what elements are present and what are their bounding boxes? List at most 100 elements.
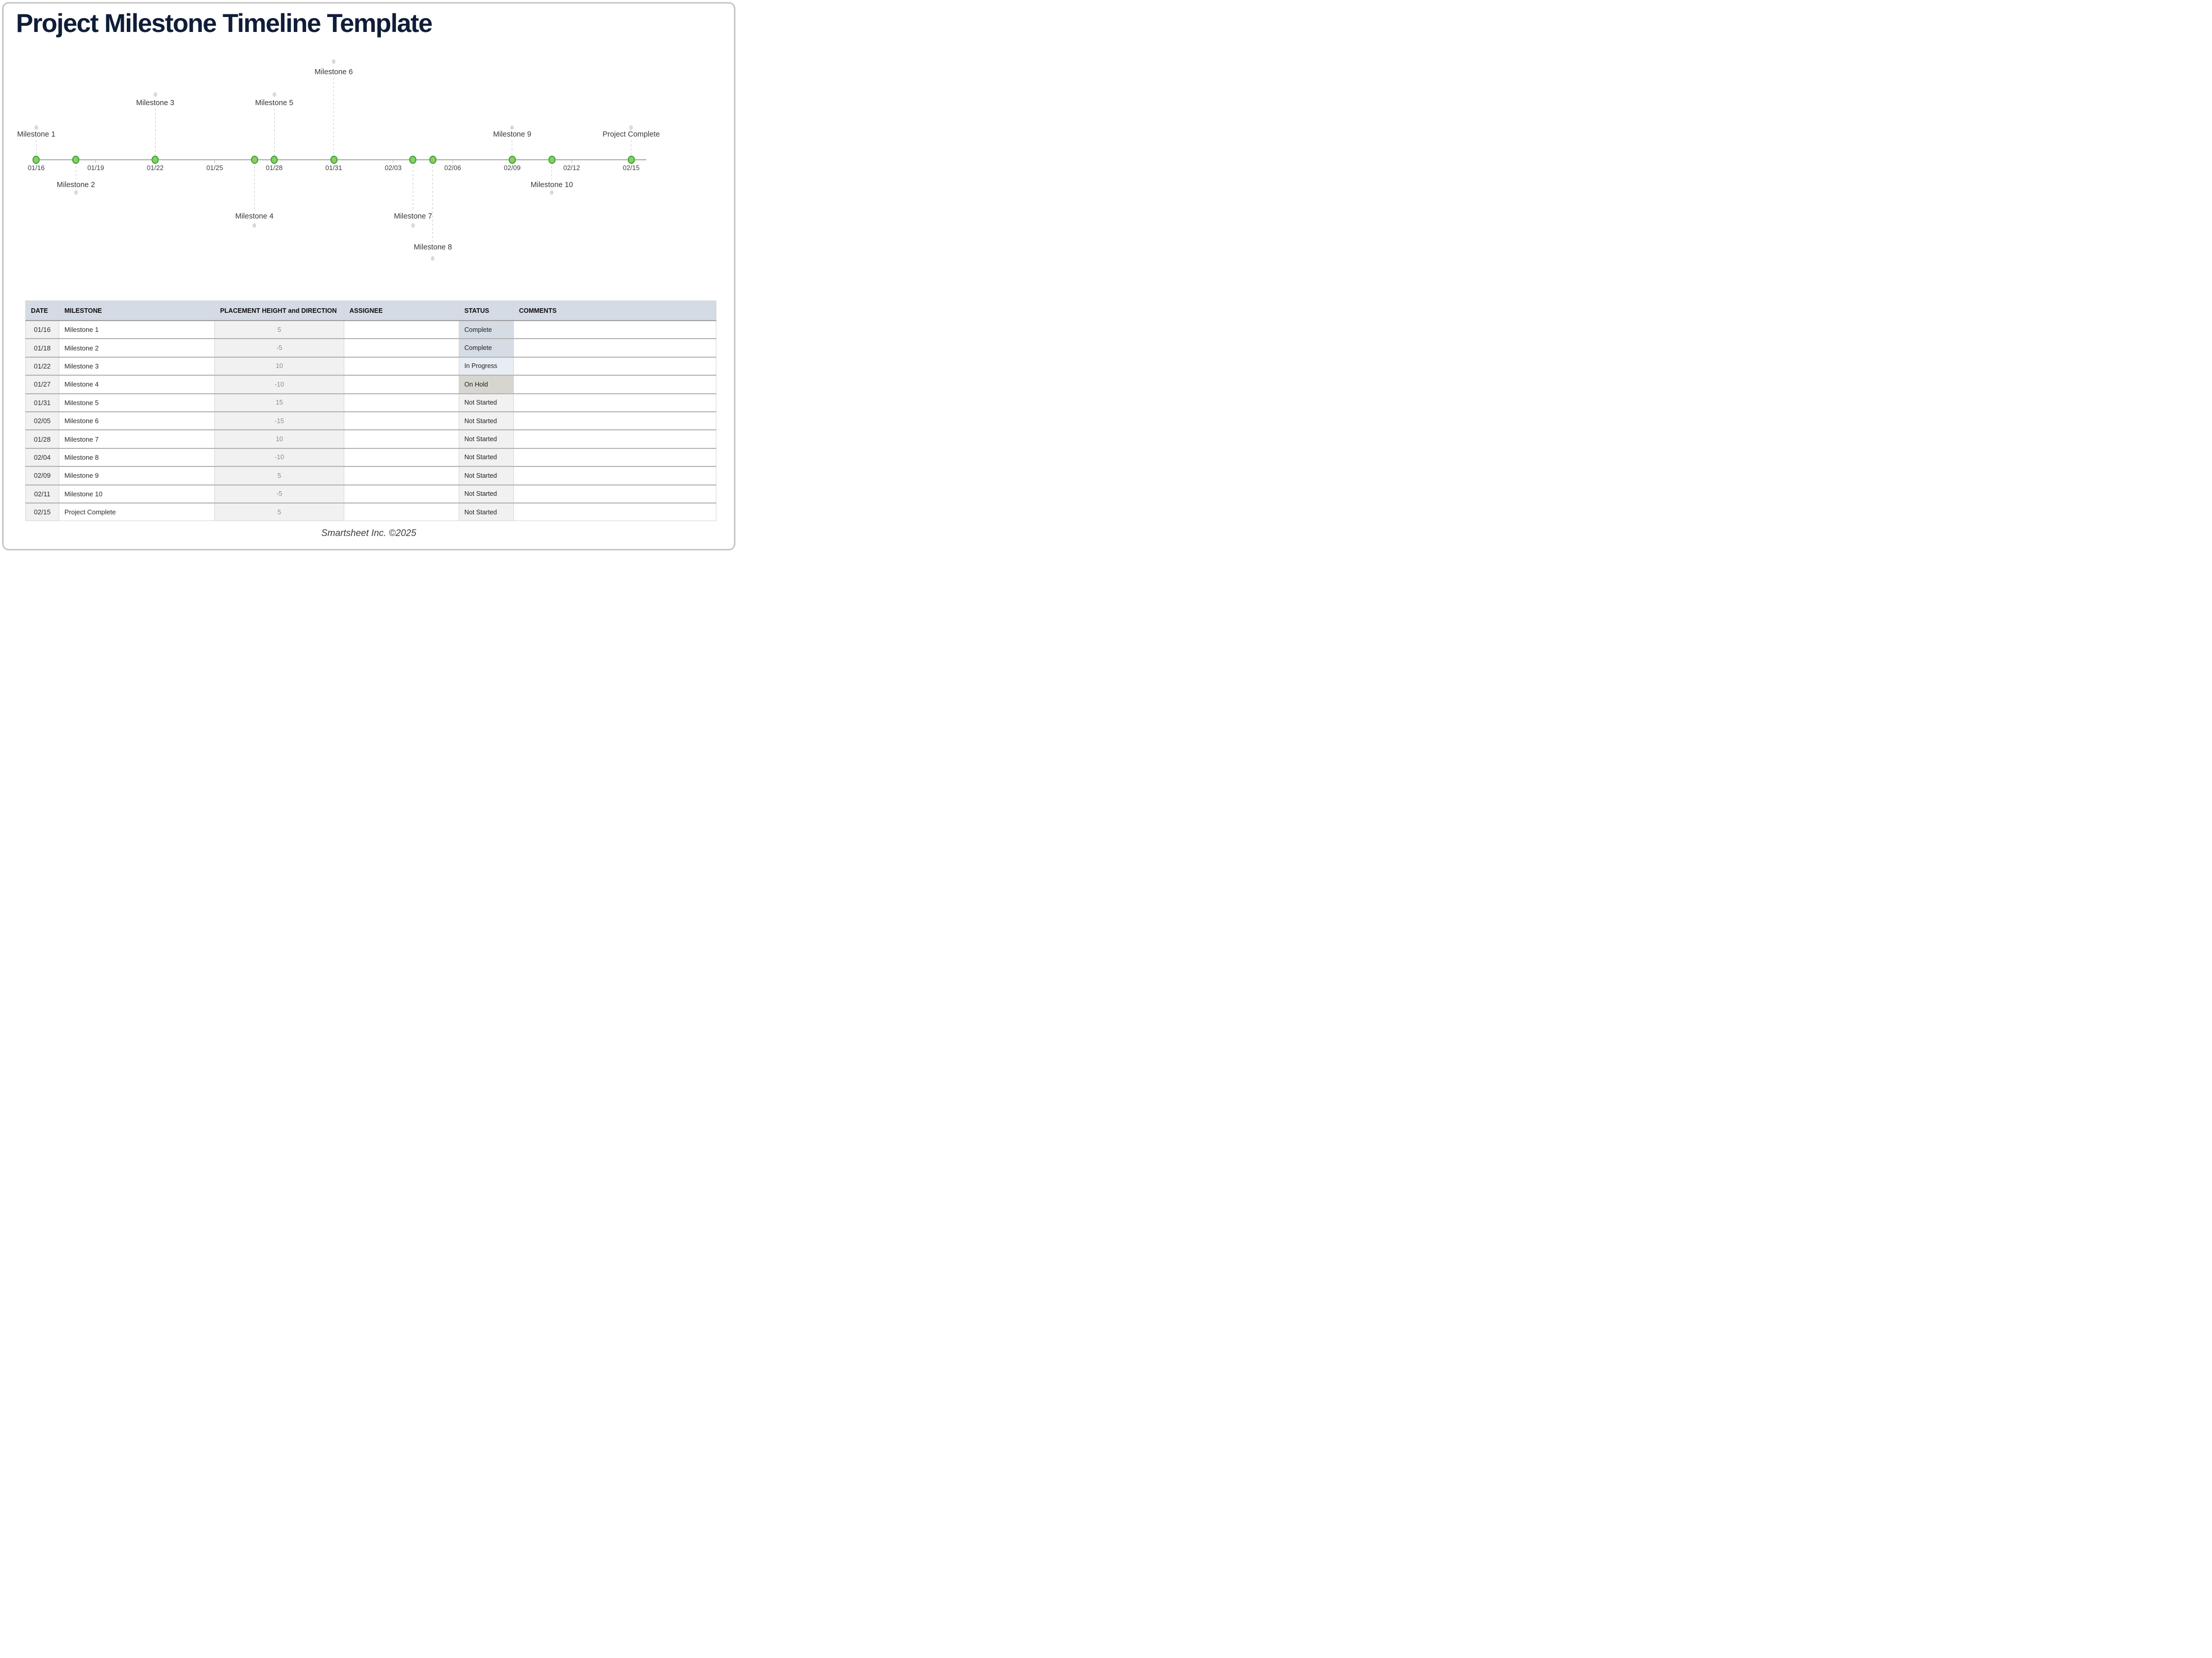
- milestone-point: [271, 156, 278, 164]
- cell-placement: -10: [214, 447, 344, 467]
- axis-tick-label: 02/06: [444, 164, 461, 172]
- milestone-point: [508, 156, 516, 164]
- cell-status: Complete: [459, 321, 514, 339]
- milestone-point: [152, 156, 159, 164]
- milestone-end-dot: [550, 190, 554, 195]
- milestone-end-dot: [411, 223, 415, 228]
- cell-status: Not Started: [459, 466, 514, 485]
- cell-date: 01/27: [25, 375, 59, 394]
- milestone-label: Milestone 7: [394, 212, 432, 221]
- cell-date: 01/31: [25, 393, 59, 412]
- axis-tick-label: 02/03: [384, 164, 402, 172]
- cell-placement: -5: [214, 338, 344, 358]
- cell-assignee: [344, 502, 459, 522]
- cell-milestone: Milestone 2: [59, 338, 215, 358]
- cell-comments: [513, 466, 716, 485]
- cell-date: 02/09: [25, 466, 59, 485]
- cell-date: 02/05: [25, 411, 59, 430]
- milestone-end-dot: [272, 92, 276, 97]
- milestone-point: [32, 156, 40, 164]
- cell-placement: 10: [214, 356, 344, 376]
- milestone-point: [548, 156, 556, 164]
- cell-placement: 10: [214, 429, 344, 449]
- table-header-cell: STATUS: [459, 300, 514, 321]
- table-header-cell: COMMENTS: [513, 300, 716, 321]
- table-row: 02/15 Project Complete 5 Not Started: [25, 502, 716, 522]
- cell-assignee: [344, 321, 459, 339]
- cell-date: 01/16: [25, 321, 59, 339]
- cell-assignee: [344, 466, 459, 485]
- milestone-point: [429, 156, 437, 164]
- page: Project Milestone Timeline Template 01/1…: [0, 0, 738, 552]
- axis-tick: [214, 160, 215, 163]
- milestone-label: Milestone 1: [17, 130, 56, 139]
- cell-status: Not Started: [459, 411, 514, 430]
- milestone-leader-line: [274, 109, 275, 158]
- milestone-label: Milestone 2: [57, 181, 95, 189]
- milestone-leader-line: [254, 162, 255, 211]
- table-header-cell: PLACEMENT HEIGHT and DIRECTION: [214, 300, 344, 321]
- page-title: Project Milestone Timeline Template: [16, 9, 433, 38]
- cell-milestone: Milestone 5: [59, 393, 215, 412]
- axis-tick-label: 01/28: [265, 164, 283, 172]
- footer-credit: Smartsheet Inc. ©2025: [321, 528, 416, 538]
- milestone-label: Milestone 4: [235, 212, 274, 221]
- cell-milestone: Project Complete: [59, 502, 215, 522]
- cell-milestone: Milestone 1: [59, 321, 215, 339]
- milestone-timeline-chart: 01/16 01/19 01/22 01/25 01/28 01/31 02/03 02/06…: [0, 0, 738, 289]
- cell-milestone: Milestone 8: [59, 447, 215, 467]
- milestone-point: [250, 156, 258, 164]
- table-header-cell: ASSIGNEE: [344, 300, 459, 321]
- milestone-leader-line: [155, 109, 156, 158]
- cell-comments: [513, 356, 716, 376]
- cell-status: Not Started: [459, 484, 514, 504]
- axis-tick-label: 01/16: [28, 164, 45, 172]
- table-row: 01/28 Milestone 7 10 Not Started: [25, 429, 716, 449]
- axis-tick-label: 01/25: [206, 164, 223, 172]
- table-row: 01/18 Milestone 2 -5 Complete: [25, 338, 716, 358]
- cell-milestone: Milestone 7: [59, 429, 215, 449]
- milestone-end-dot: [510, 125, 514, 130]
- milestone-end-dot: [34, 125, 38, 130]
- axis-tick-label: 01/22: [146, 164, 164, 172]
- milestone-end-dot: [629, 125, 633, 130]
- cell-comments: [513, 375, 716, 394]
- cell-date: 01/18: [25, 338, 59, 358]
- table-header-cell: MILESTONE: [59, 300, 215, 321]
- table-row: 01/22 Milestone 3 10 In Progress: [25, 356, 716, 376]
- cell-comments: [513, 429, 716, 449]
- cell-placement: 5: [214, 321, 344, 339]
- cell-status: Not Started: [459, 393, 514, 412]
- milestone-point: [409, 156, 417, 164]
- milestone-label: Milestone 3: [136, 99, 175, 107]
- cell-placement: 15: [214, 393, 344, 412]
- cell-placement: -15: [214, 411, 344, 430]
- cell-assignee: [344, 356, 459, 376]
- axis-tick-label: 01/31: [325, 164, 342, 172]
- cell-comments: [513, 338, 716, 358]
- cell-status: Complete: [459, 338, 514, 358]
- cell-status: Not Started: [459, 502, 514, 522]
- cell-status: In Progress: [459, 356, 514, 376]
- cell-placement: -5: [214, 484, 344, 504]
- milestone-end-dot: [74, 190, 78, 195]
- cell-assignee: [344, 447, 459, 467]
- milestone-end-dot: [153, 92, 157, 97]
- milestone-label: Milestone 10: [530, 181, 573, 189]
- cell-milestone: Milestone 10: [59, 484, 215, 504]
- milestone-label: Milestone 6: [314, 68, 353, 76]
- cell-assignee: [344, 393, 459, 412]
- axis-tick-label: 01/19: [87, 164, 104, 172]
- milestone-end-dot: [253, 223, 257, 228]
- milestone-label: Milestone 8: [413, 243, 452, 252]
- axis-tick-label: 02/09: [504, 164, 521, 172]
- cell-comments: [513, 502, 716, 522]
- table-row: 02/11 Milestone 10 -5 Not Started: [25, 484, 716, 504]
- timeline-axis: [33, 159, 646, 160]
- cell-date: 02/15: [25, 502, 59, 522]
- cell-comments: [513, 393, 716, 412]
- cell-milestone: Milestone 9: [59, 466, 215, 485]
- cell-placement: 5: [214, 466, 344, 485]
- cell-milestone: Milestone 3: [59, 356, 215, 376]
- milestone-label: Milestone 9: [493, 130, 531, 139]
